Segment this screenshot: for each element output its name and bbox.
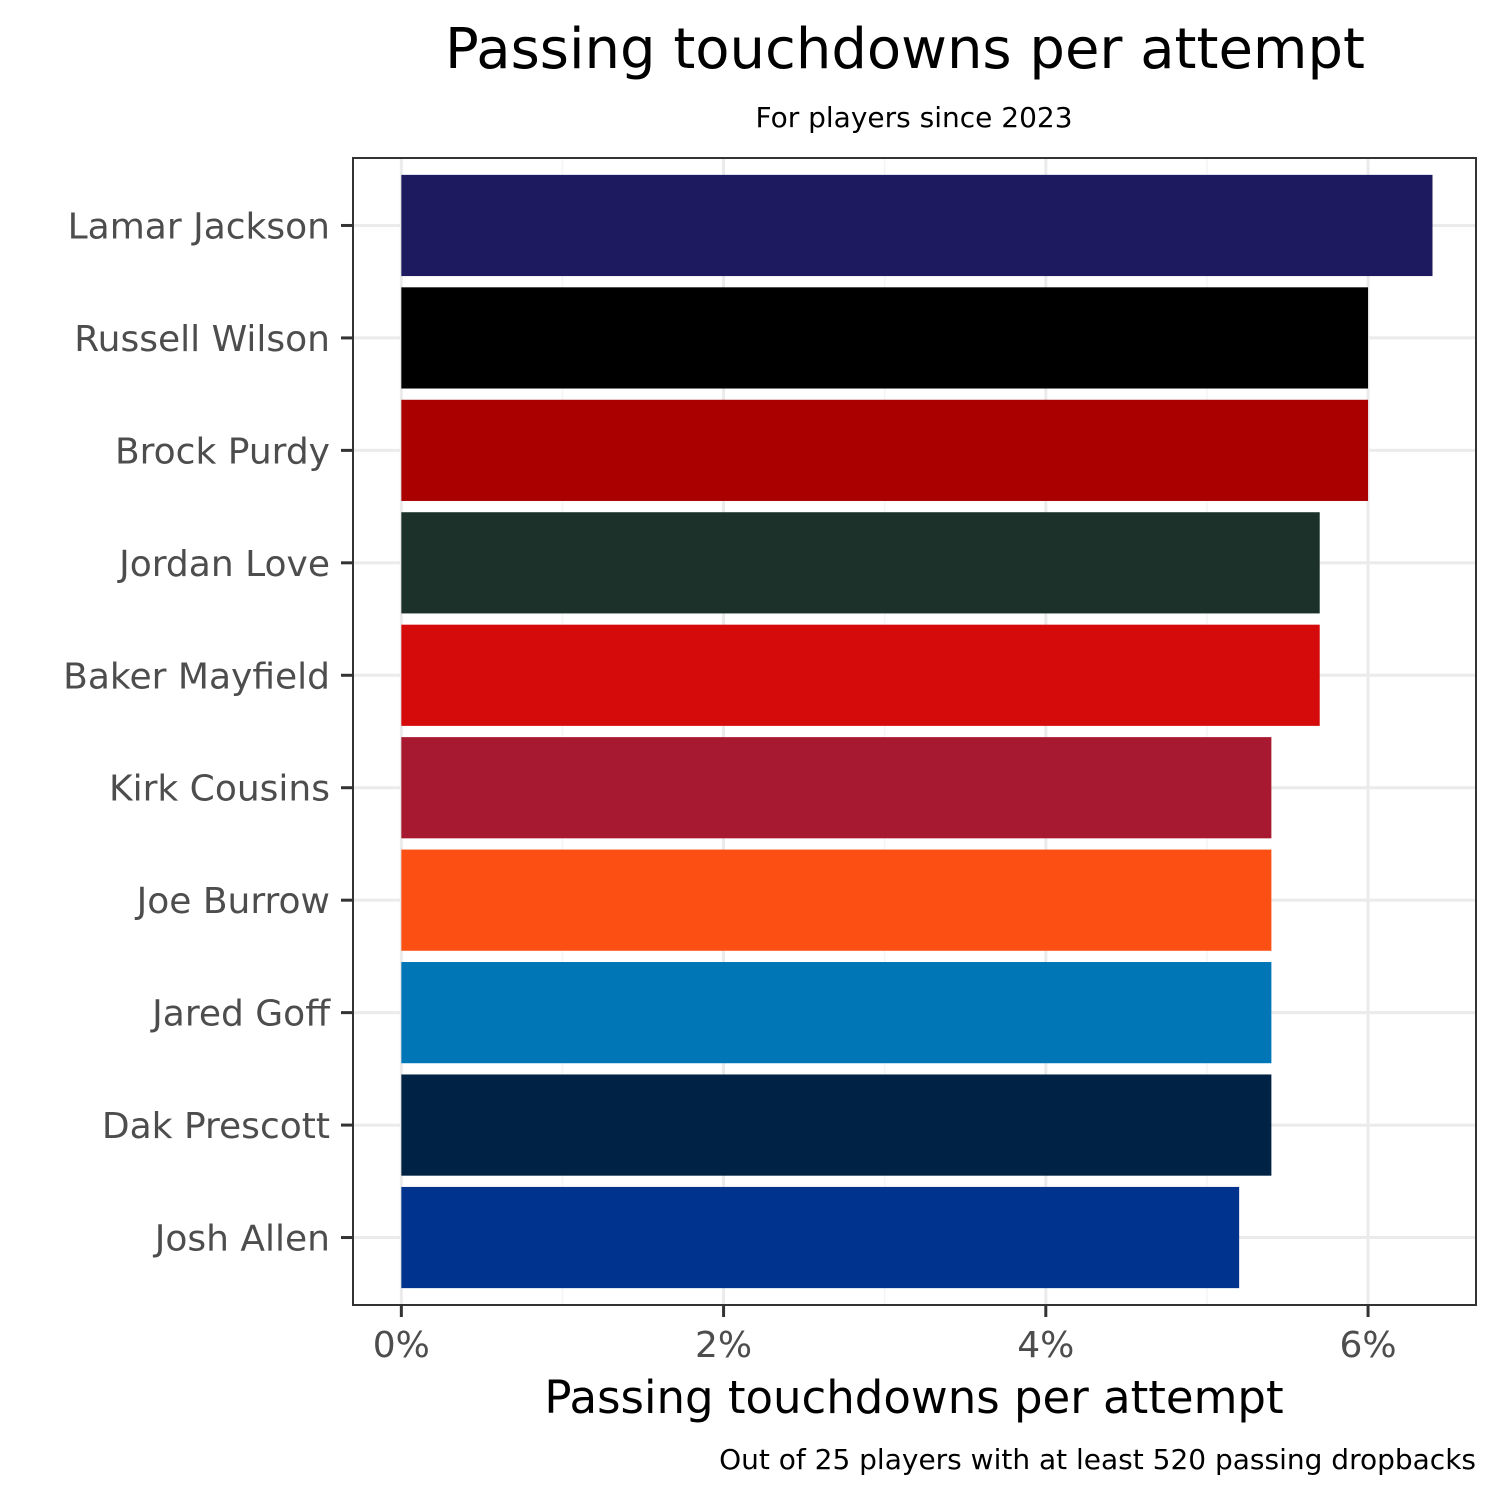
x-axis-title: Passing touchdowns per attempt (544, 1371, 1283, 1424)
bar-joe-burrow (401, 849, 1272, 951)
chart-title: Passing touchdowns per attempt (445, 17, 1365, 82)
bar-josh-allen (401, 1186, 1240, 1289)
bar-kirk-cousins (401, 737, 1272, 839)
y-tick-label: Kirk Cousins (109, 769, 330, 810)
bar-jordan-love (401, 512, 1320, 614)
bar-dak-prescott (401, 1074, 1272, 1176)
y-tick-label: Josh Allen (153, 1219, 330, 1260)
bar-lamar-jackson (401, 174, 1433, 277)
y-tick-label: Jordan Love (117, 544, 330, 585)
bar-brock-purdy (401, 399, 1369, 501)
bar-baker-mayfield (401, 624, 1320, 726)
y-tick-label: Lamar Jackson (68, 206, 330, 247)
y-tick-label: Baker Mayfield (63, 656, 330, 697)
x-axis: 0% 2% 4% 6% (373, 1305, 1397, 1366)
y-tick-label: Russell Wilson (74, 319, 330, 360)
chart-subtitle: For players since 2023 (755, 101, 1072, 134)
bar-russell-wilson (401, 287, 1369, 389)
bar-jared-goff (401, 962, 1272, 1064)
bars (401, 174, 1433, 1289)
x-tick-label: 2% (695, 1325, 752, 1366)
x-tick-label: 0% (373, 1325, 430, 1366)
y-tick-label: Dak Prescott (102, 1106, 330, 1147)
x-tick-label: 6% (1339, 1325, 1396, 1366)
y-tick-label: Joe Burrow (135, 881, 330, 922)
panel-border (352, 157, 1477, 1306)
chart-caption: Out of 25 players with at least 520 pass… (719, 1443, 1476, 1476)
y-tick-label: Jared Goff (150, 994, 331, 1035)
y-axis: Lamar Jackson Russell Wilson Brock Purdy Jo… (63, 206, 353, 1260)
y-tick-label: Brock Purdy (115, 431, 330, 472)
x-tick-label: 4% (1017, 1325, 1074, 1366)
